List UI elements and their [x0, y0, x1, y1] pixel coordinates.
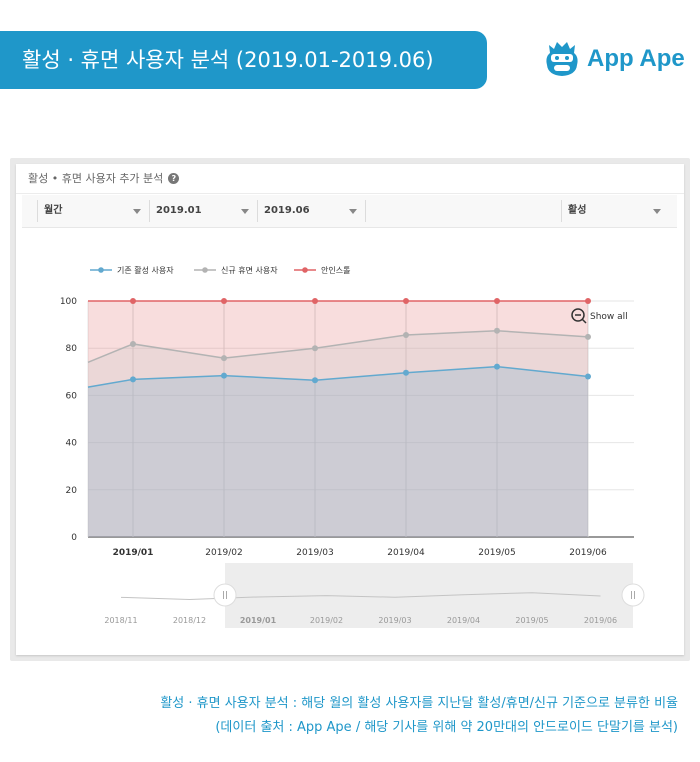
data-point[interactable]: [585, 333, 591, 340]
navigator-line: [120, 592, 601, 600]
chart-caption: 활성 · 휴면 사용자 분석 : 해당 월의 활성 사용자를 지난달 활성/휴면…: [160, 692, 678, 740]
help-icon[interactable]: ?: [168, 173, 180, 184]
data-point[interactable]: [494, 327, 500, 334]
filter-bar: 월간 2019.01 2019.06 활성: [22, 195, 677, 228]
chevron-down-icon: [241, 209, 249, 214]
area-active: [88, 366, 588, 537]
data-point[interactable]: [494, 298, 500, 304]
x-tick-label: 2019/03: [296, 548, 333, 558]
legend-marker-2: [202, 267, 208, 273]
range-navigator[interactable]: 2018/11 2018/12 2019/01 2019/02 2019/03 2019/…: [88, 563, 645, 628]
start-month-value: 2019.01: [156, 205, 202, 216]
y-tick-label: 20: [66, 486, 78, 496]
start-month-dropdown[interactable]: 2019.01: [149, 200, 257, 222]
chart-axis: 0 20 40 60 80 100 2019/01 2019/02 2019/03 2019/04…: [60, 297, 607, 558]
filter-divider: [365, 200, 366, 222]
legend-marker-1: [98, 267, 104, 273]
navigator-label: 2019/06: [584, 616, 617, 625]
y-tick-label: 80: [66, 344, 78, 354]
navigator-label: 2019/01: [240, 616, 277, 625]
zoom-out-icon: [571, 308, 585, 322]
chart-legend: 기존 활성 사용자 신규 휴면 사용자 안인스톨: [90, 265, 350, 275]
y-tick-label: 0: [71, 533, 77, 543]
data-point[interactable]: [221, 298, 227, 304]
data-point[interactable]: [403, 331, 409, 338]
zoom-out-icon-handle: [581, 318, 587, 324]
drag-handle-icon[interactable]: [213, 583, 237, 607]
x-tick-label: 2019/04: [387, 548, 425, 558]
data-point[interactable]: [312, 298, 318, 304]
navigator-label: 2019/04: [447, 616, 480, 625]
legend-label-2[interactable]: 신규 휴면 사용자: [221, 265, 278, 275]
data-point[interactable]: [221, 355, 227, 362]
data-point[interactable]: [221, 372, 227, 379]
app-ape-logo: App Ape: [543, 38, 685, 80]
navigator-label: 2019/02: [310, 616, 343, 625]
chevron-down-icon: [349, 209, 357, 214]
x-tick-label: 2019/05: [478, 548, 515, 558]
metric-value: 활성: [568, 205, 587, 216]
legend-marker-3: [302, 267, 308, 273]
data-point[interactable]: [312, 377, 318, 384]
page-title: 활성 · 휴면 사용자 분석 (2019.01-2019.06): [0, 31, 487, 89]
data-point[interactable]: [585, 373, 591, 380]
navigator-label: 2018/12: [173, 616, 206, 625]
panel-header: 활성 • 휴면 사용자 추가 분석 ?: [16, 164, 684, 194]
metric-dropdown[interactable]: 활성: [561, 200, 669, 222]
ape-logo-icon: [546, 42, 578, 76]
legend-label-1[interactable]: 기존 활성 사용자: [117, 265, 174, 275]
caption-line-2: (데이터 출처 : App Ape / 해당 기사를 위해 약 20만대의 안드…: [215, 720, 678, 735]
drag-handle-icon[interactable]: [621, 583, 645, 607]
panel-title: 활성 • 휴면 사용자 추가 분석: [28, 171, 164, 185]
y-tick-label: 60: [66, 391, 78, 401]
navigator-label: 2019/03: [378, 616, 411, 625]
x-tick-label: 2019/01: [113, 548, 154, 558]
end-month-value: 2019.06: [264, 205, 310, 216]
data-point[interactable]: [130, 298, 136, 304]
navigator-selection: [225, 563, 633, 628]
navigator-label: 2019/05: [515, 616, 548, 625]
area-churn: [88, 301, 588, 537]
chevron-down-icon: [133, 209, 141, 214]
chart-areas: [88, 301, 588, 537]
x-tick-label: 2019/02: [205, 548, 242, 558]
chart-points: [130, 298, 591, 384]
data-point[interactable]: [130, 376, 136, 383]
end-month-dropdown[interactable]: 2019.06: [257, 200, 365, 222]
y-tick-label: 40: [66, 439, 78, 449]
navigator-handle-left[interactable]: [213, 583, 237, 607]
y-tick-label: 100: [60, 297, 77, 307]
navigator-handle-right[interactable]: [621, 583, 645, 607]
data-point[interactable]: [403, 298, 409, 304]
show-all-label: Show all: [590, 312, 628, 322]
logo-text: App Ape: [587, 45, 685, 72]
area-dormant: [88, 330, 588, 537]
data-point[interactable]: [585, 298, 591, 304]
data-point[interactable]: [403, 369, 409, 376]
navigator-label: 2018/11: [104, 616, 137, 625]
data-point[interactable]: [130, 340, 136, 347]
legend-label-3[interactable]: 안인스톨: [321, 265, 350, 275]
x-tick-label: 2019/06: [569, 548, 607, 558]
chevron-down-icon: [653, 209, 661, 214]
data-point[interactable]: [312, 345, 318, 352]
period-value: 월간: [44, 205, 63, 216]
data-point[interactable]: [494, 363, 500, 370]
caption-line-1: 활성 · 휴면 사용자 분석 : 해당 월의 활성 사용자를 지난달 활성/휴면…: [160, 696, 678, 711]
show-all-button[interactable]: Show all: [571, 308, 628, 324]
chart-grid: [87, 300, 634, 538]
period-dropdown[interactable]: 월간: [37, 200, 149, 222]
